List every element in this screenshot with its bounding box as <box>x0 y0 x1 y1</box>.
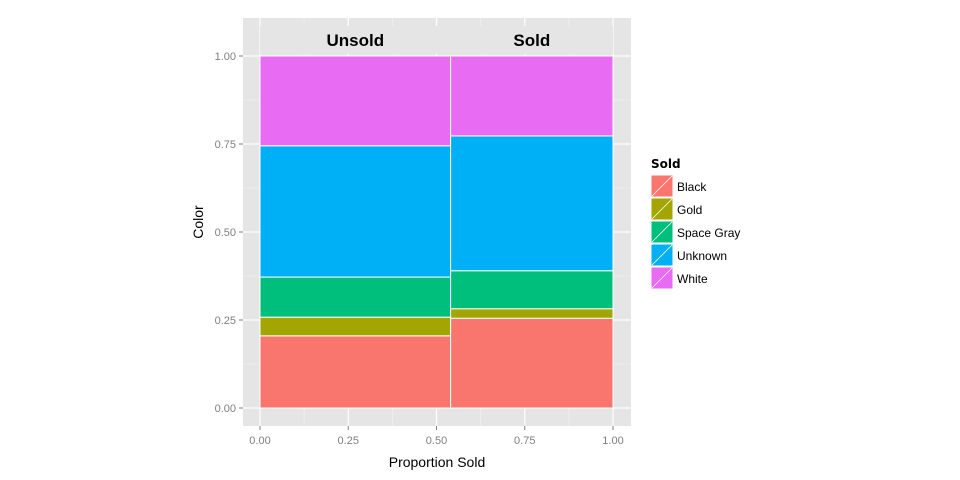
legend-label: White <box>677 272 708 286</box>
tile-sold-white <box>450 55 614 137</box>
legend-item-white: White <box>650 266 708 290</box>
tile-sold-gold <box>450 308 614 319</box>
legend-label: Gold <box>677 203 702 217</box>
x-axis-title: Proportion Sold <box>389 454 486 470</box>
legend-item-gold: Gold <box>650 197 702 221</box>
facet-label-unsold: Unsold <box>327 31 385 50</box>
x-axis-ticks: 0.00 0.25 0.50 0.75 1.00 <box>249 426 624 447</box>
legend-label: Space Gray <box>677 226 740 240</box>
facet-strips: Unsold Sold <box>260 26 613 54</box>
y-tick-label: 0.50 <box>215 227 236 239</box>
x-tick-label: 1.00 <box>602 435 623 447</box>
legend-key-slash <box>651 175 673 197</box>
tile-unsold-space-gray <box>259 276 452 318</box>
y-tick-label: 1.00 <box>215 51 236 63</box>
legend-item-unknown: Unknown <box>650 243 727 267</box>
facet-strip-unsold <box>260 26 451 54</box>
y-axis-ticks: 0.00 0.25 0.50 0.75 1.00 <box>215 51 243 415</box>
tile-sold-black <box>450 317 614 409</box>
y-tick-label: 0.75 <box>215 139 236 151</box>
y-axis-title: Color <box>190 205 206 239</box>
legend: Sold Black Gold Space Gray Unknown White <box>650 157 740 290</box>
legend-key-slash <box>651 221 673 243</box>
x-tick-label: 0.25 <box>338 435 359 447</box>
tile-unsold-unknown <box>259 145 452 278</box>
x-tick-label: 0.00 <box>249 435 270 447</box>
tile-unsold-gold <box>259 316 452 337</box>
tile-sold-unknown <box>450 135 614 272</box>
y-tick-label: 0.00 <box>215 403 236 415</box>
mosaic-tiles <box>259 55 614 409</box>
legend-key-slash <box>651 244 673 266</box>
legend-key-slash <box>651 198 673 220</box>
legend-title: Sold <box>651 157 681 171</box>
facet-label-sold: Sold <box>513 31 550 50</box>
legend-item-space-gray: Space Gray <box>650 220 740 244</box>
x-tick-label: 0.50 <box>426 435 447 447</box>
facet-strip-sold <box>450 26 613 54</box>
tile-sold-space-gray <box>450 270 614 310</box>
tile-unsold-white <box>259 55 452 147</box>
legend-key-slash <box>651 267 673 289</box>
tile-unsold-black <box>259 335 452 409</box>
x-tick-label: 0.75 <box>514 435 535 447</box>
y-tick-label: 0.25 <box>215 315 236 327</box>
legend-label: Unknown <box>677 249 727 263</box>
legend-label: Black <box>677 180 707 194</box>
legend-item-black: Black <box>650 174 707 198</box>
